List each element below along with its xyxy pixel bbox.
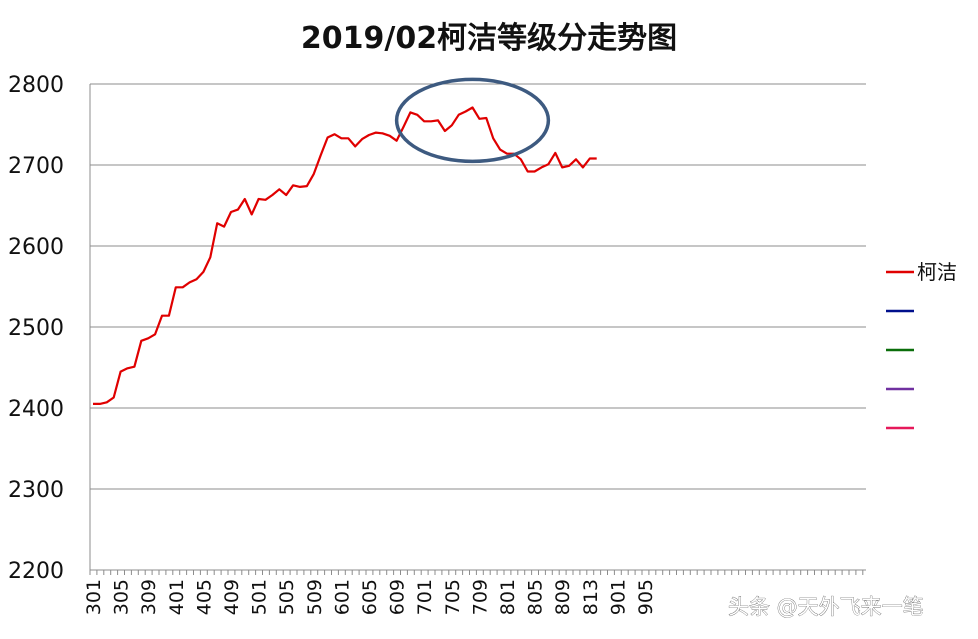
legend: 柯洁 <box>886 260 957 430</box>
x-tick-label: 605 <box>359 579 381 615</box>
x-tick-label: 505 <box>276 579 298 615</box>
x-tick-label: 813 <box>580 579 602 615</box>
x-tick-label: 809 <box>552 579 574 615</box>
y-tick-label: 2200 <box>8 559 64 584</box>
x-tick-label: 401 <box>166 579 188 615</box>
x-tick-label: 305 <box>111 579 133 615</box>
x-tick-label: 709 <box>469 579 491 615</box>
x-tick-label: 409 <box>221 579 243 615</box>
grid-lines <box>89 83 866 571</box>
x-tick-label: 705 <box>442 579 464 615</box>
x-tick-label: 801 <box>497 579 519 615</box>
y-axis-ticks: 2200 2300 2400 2500 2600 2700 2800 <box>8 73 64 584</box>
y-tick-label: 2800 <box>8 73 64 98</box>
chart-title: 2019/02柯洁等级分走势图 <box>301 21 677 56</box>
x-tick-label: 309 <box>138 579 160 615</box>
x-tick-label: 905 <box>635 579 657 615</box>
x-tick-label: 509 <box>304 579 326 615</box>
x-tick-label: 501 <box>249 579 271 615</box>
y-tick-label: 2400 <box>8 397 64 422</box>
x-tick-label: 601 <box>331 579 353 615</box>
x-tick-label: 901 <box>607 579 629 615</box>
x-tick-label: 301 <box>83 579 105 615</box>
x-axis: 301 305 309 401 405 409 501 505 509 601 605 609 701 7… <box>83 569 866 615</box>
y-tick-label: 2300 <box>8 478 64 503</box>
y-tick-label: 2700 <box>8 154 64 179</box>
legend-label: 柯洁 <box>917 260 957 284</box>
x-tick-label: 609 <box>387 579 409 615</box>
x-tick-label: 405 <box>193 579 215 615</box>
x-tick-label: 805 <box>525 579 547 615</box>
watermark: 头条 @天外飞来一笔 <box>728 595 924 619</box>
y-tick-label: 2500 <box>8 316 64 341</box>
y-tick-label: 2600 <box>8 235 64 260</box>
highlight-ellipse <box>394 77 551 164</box>
x-tick-label: 701 <box>414 579 436 615</box>
